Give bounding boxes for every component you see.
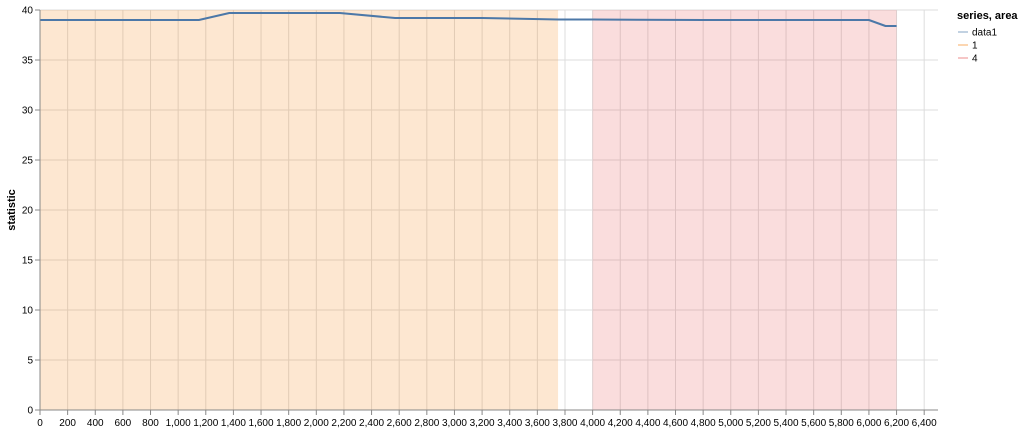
y-tick-label: 5 (27, 356, 33, 367)
legend: series, area data1 1 4 (957, 10, 1018, 65)
x-tick-label: 3,400 (497, 418, 522, 429)
x-tick-label: 1,400 (221, 418, 246, 429)
y-tick-label: 35 (22, 56, 34, 67)
x-tick-label: 800 (142, 418, 159, 429)
y-tick-label: 0 (27, 406, 33, 417)
x-tick-label: 2,000 (304, 418, 329, 429)
grid (39, 9, 938, 411)
y-tick-label: 20 (22, 206, 34, 217)
area-1 (40, 10, 559, 410)
x-tick-label: 3,800 (552, 418, 577, 429)
x-tick-label: 1,600 (249, 418, 274, 429)
x-tick-label: 4,800 (691, 418, 716, 429)
highlight-areas (40, 10, 897, 410)
x-tick-label: 1,000 (166, 418, 191, 429)
x-tick-label: 3,000 (442, 418, 467, 429)
x-tick-label: 2,800 (414, 418, 439, 429)
x-tick-label: 600 (115, 418, 132, 429)
legend-label: 4 (972, 54, 978, 65)
x-tick-label: 5,200 (746, 418, 771, 429)
x-tick-label: 4,200 (608, 418, 633, 429)
y-tick-label: 10 (22, 306, 34, 317)
y-tick-label: 40 (22, 6, 34, 17)
x-tick-label: 2,200 (331, 418, 356, 429)
x-tick-label: 6,400 (912, 418, 937, 429)
y-tick-label: 25 (22, 156, 34, 167)
series-line-data1 (40, 12, 897, 27)
x-tick-label: 400 (87, 418, 104, 429)
x-tick-label: 4,400 (635, 418, 660, 429)
x-tick-label: 2,600 (387, 418, 412, 429)
legend-label: data1 (972, 28, 997, 39)
series-lines (40, 12, 897, 27)
y-axis-title: statistic (6, 189, 18, 231)
x-tick-label: 3,200 (470, 418, 495, 429)
x-tick-label: 1,800 (276, 418, 301, 429)
axes: 0 200 400 600 800 1,000 1,200 1,400 1,600 1,800 2,… (22, 6, 938, 429)
y-tick-label: 15 (22, 256, 34, 267)
x-tick-label: 2,400 (359, 418, 384, 429)
x-tick-label: 5,800 (829, 418, 854, 429)
x-tick-label: 4,000 (580, 418, 605, 429)
x-tick-label: 5,400 (774, 418, 799, 429)
x-tick-label: 4,600 (663, 418, 688, 429)
legend-title: series, area (957, 10, 1018, 22)
x-tick-label: 3,600 (525, 418, 550, 429)
x-tick-label: 6,200 (884, 418, 909, 429)
x-tick-label: 5,000 (718, 418, 743, 429)
area-4 (592, 10, 897, 410)
y-tick-label: 30 (22, 106, 34, 117)
x-tick-label: 200 (59, 418, 76, 429)
x-tick-label: 1,200 (193, 418, 218, 429)
x-tick-label: 0 (37, 418, 43, 429)
legend-label: 1 (972, 41, 978, 52)
x-tick-label: 6,000 (856, 418, 881, 429)
x-tick-label: 5,600 (801, 418, 826, 429)
